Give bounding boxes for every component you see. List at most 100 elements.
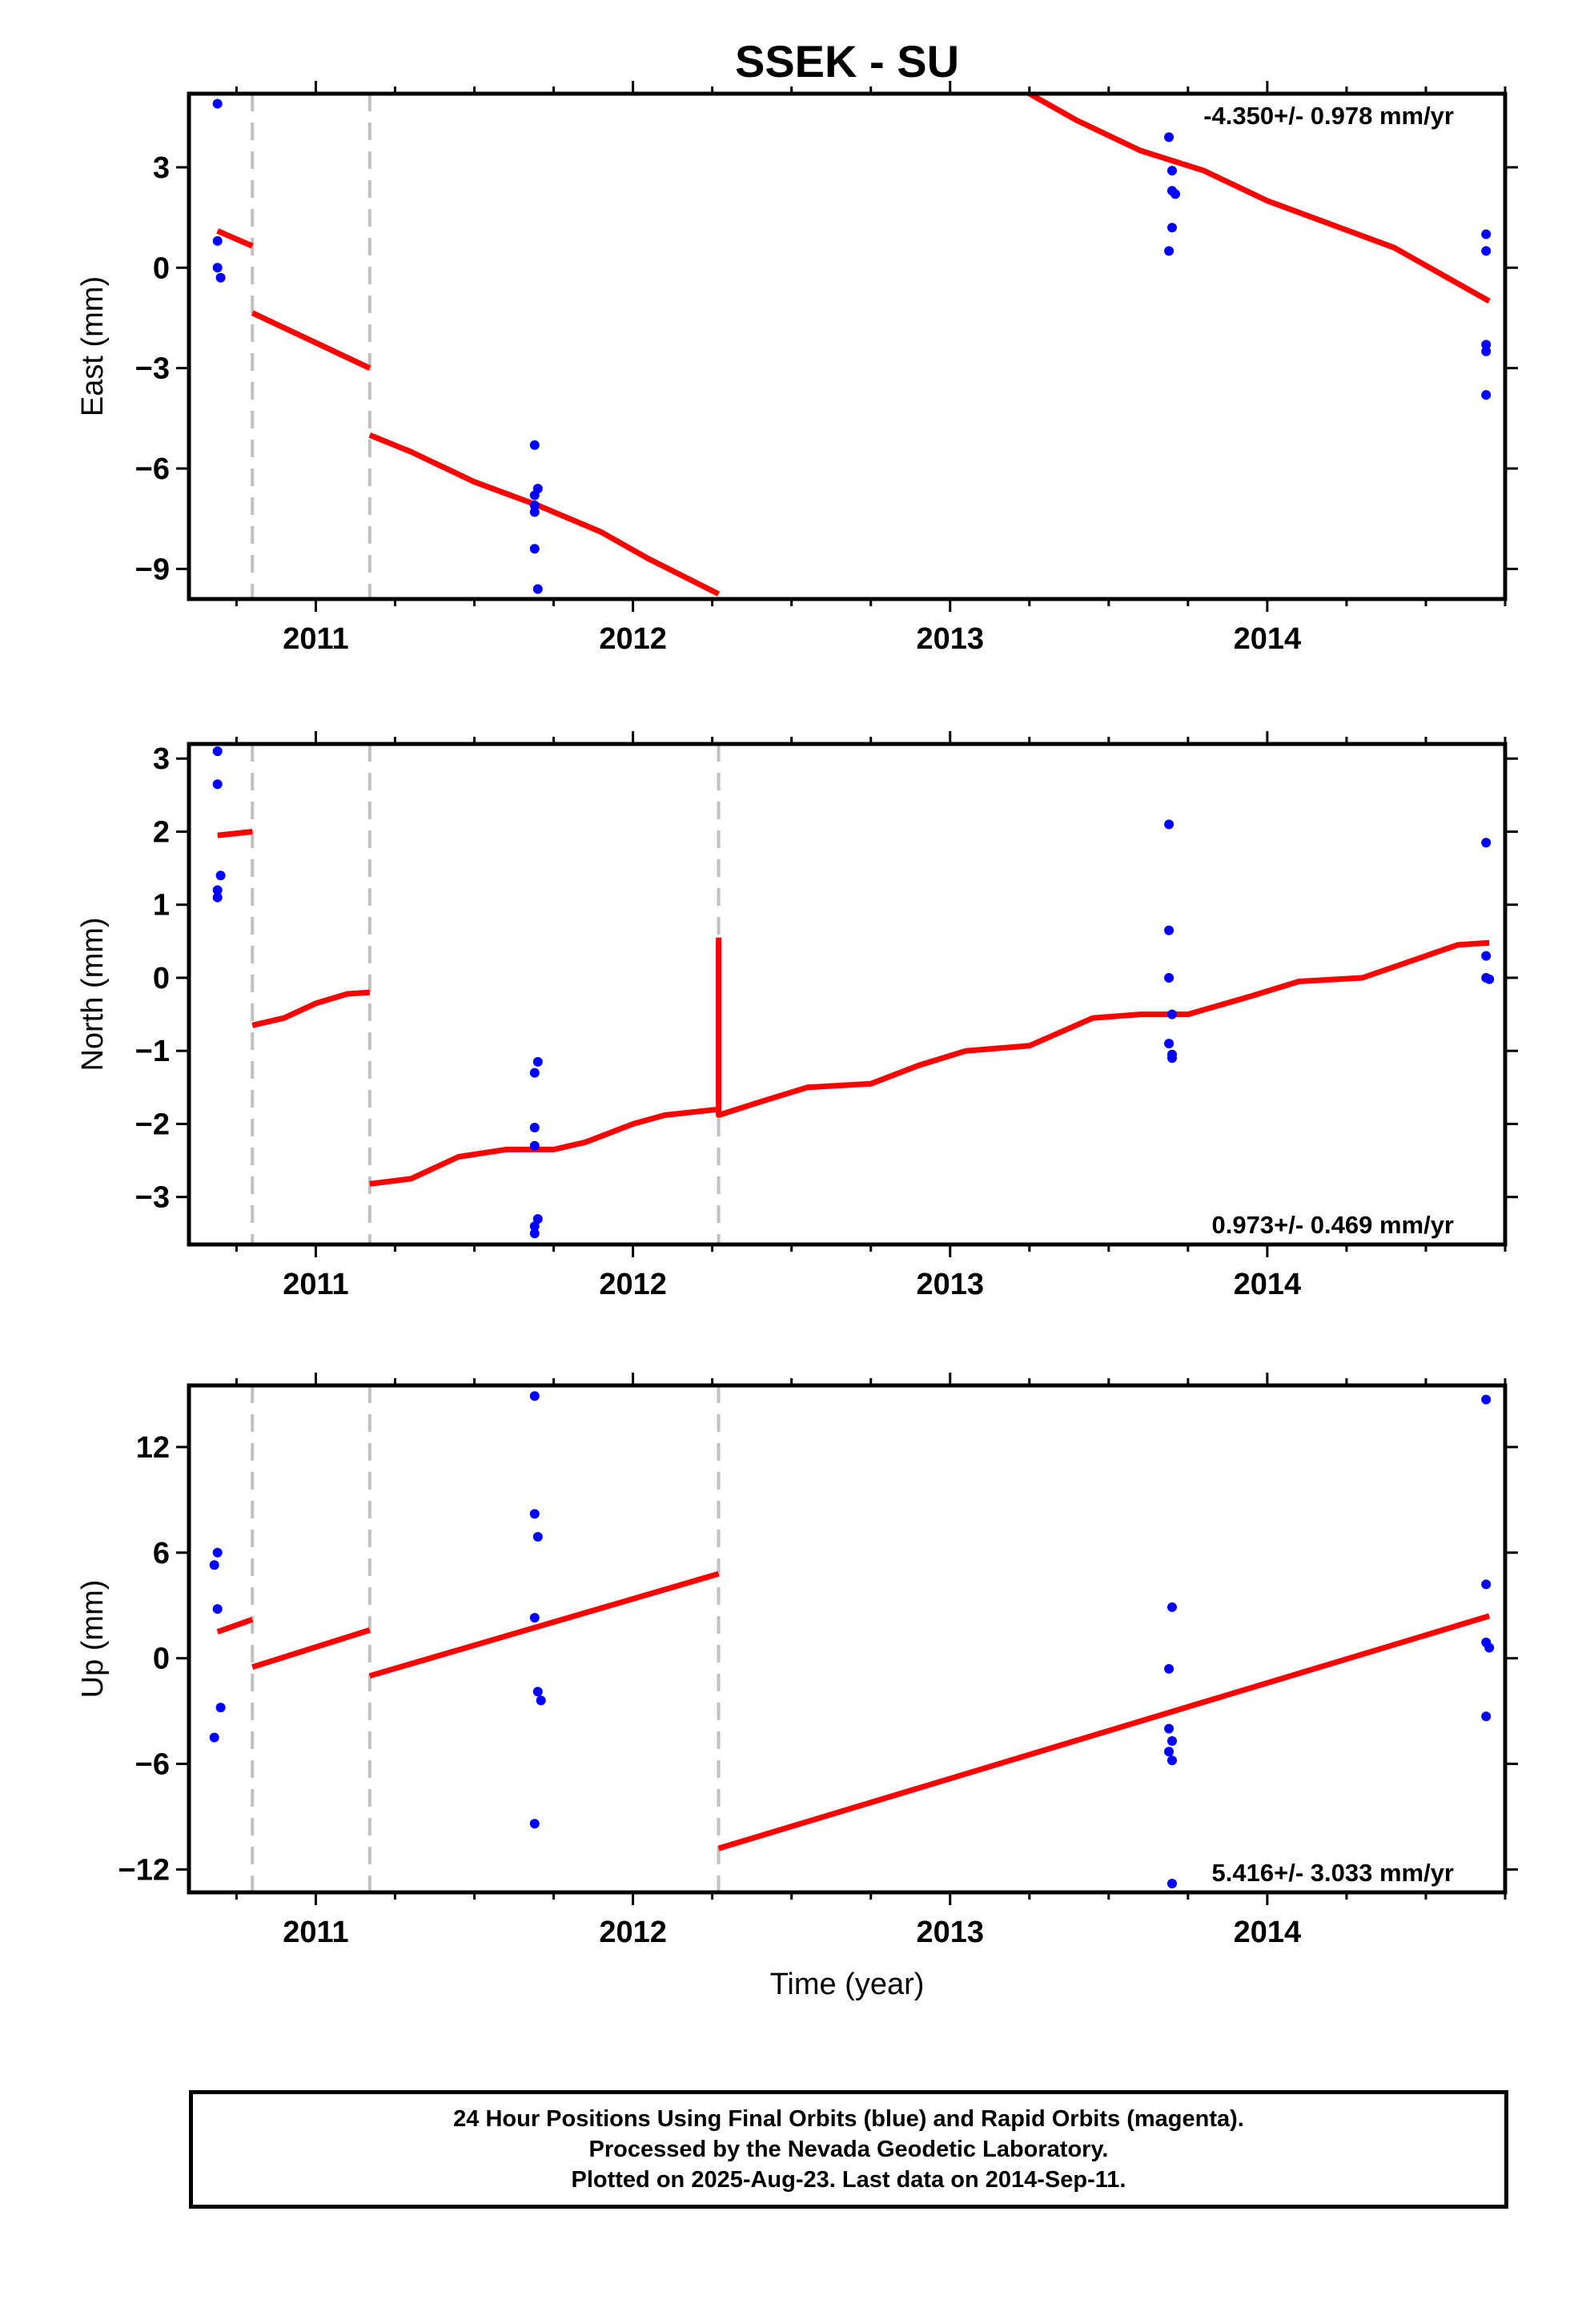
y-tick-label: 0 [153, 962, 170, 995]
plot-frame [187, 742, 1508, 1247]
footer-line-3: Plotted on 2025-Aug-23. Last data on 201… [571, 2167, 1126, 2193]
data-point [529, 1509, 540, 1519]
model-line-segment [251, 1627, 371, 1671]
data-point [1167, 1879, 1177, 1888]
data-point [1164, 246, 1174, 256]
data-point [529, 1221, 540, 1232]
data-point [209, 1732, 219, 1743]
x-tick-label: 2011 [283, 1916, 348, 1949]
data-point [532, 1687, 543, 1697]
data-point [1164, 973, 1174, 983]
data-point [1481, 1711, 1492, 1722]
footer-box: 24 Hour Positions Using Final Orbits (bl… [189, 2090, 1508, 2209]
y-tick-label: −1 [135, 1035, 170, 1068]
data-point [212, 892, 223, 903]
data-point [532, 1214, 543, 1224]
data-point [1164, 1747, 1174, 1757]
y-tick-label: −6 [135, 452, 170, 486]
model-line-segment [216, 1617, 254, 1634]
data-point [529, 501, 540, 510]
x-tick-label: 2013 [916, 622, 984, 656]
data-point [1481, 951, 1492, 961]
model-line-segment [216, 228, 254, 249]
model-line-segment [217, 829, 253, 838]
data-point [1481, 229, 1492, 239]
data-point [212, 885, 223, 895]
data-point [209, 1560, 219, 1570]
data-point [536, 1695, 546, 1706]
x-tick-label: 2011 [283, 1268, 348, 1301]
data-point [1167, 223, 1177, 233]
data-point [529, 1123, 540, 1132]
y-tick-label: −6 [135, 1748, 170, 1782]
data-point [1481, 390, 1492, 400]
y-tick-label: 2 [153, 815, 170, 849]
y-tick-label: 3 [153, 151, 170, 185]
plot-frame [187, 91, 1508, 601]
x-tick-label: 2014 [1234, 1916, 1302, 1949]
data-point [529, 440, 540, 450]
model-line-segment [716, 94, 1491, 304]
x-tick-label: 2011 [283, 622, 348, 656]
data-point [1164, 1663, 1174, 1674]
y-tick-label: −12 [118, 1853, 170, 1887]
y-tick-label: −9 [135, 553, 170, 586]
y-tick-label: −2 [135, 1108, 170, 1141]
data-point [212, 235, 223, 246]
y-tick-label: 0 [153, 251, 170, 285]
panel-2: 2011 2012 2013 2014 −3 −2 −1 0 1 2 3 North (mm) 0.97… [76, 731, 1518, 1301]
y-axis-label: East (mm) [76, 276, 110, 416]
data-point [212, 263, 223, 273]
data-point [1164, 925, 1174, 935]
data-point [529, 507, 540, 517]
plot-frame [187, 1383, 1508, 1895]
data-point [529, 1819, 540, 1829]
x-tick-label: 2014 [1234, 1268, 1302, 1301]
x-tick-label: 2014 [1234, 622, 1302, 656]
data-point [1167, 1736, 1177, 1746]
footer-line-1: 24 Hour Positions Using Final Orbits (bl… [453, 2106, 1244, 2132]
x-axis-label: Time (year) [770, 1968, 925, 2001]
y-tick-label: 3 [153, 742, 170, 776]
data-point [1484, 1642, 1495, 1653]
y-tick-label: 12 [136, 1431, 170, 1465]
data-point [529, 1068, 540, 1078]
data-point [212, 1547, 223, 1558]
data-point [1167, 1602, 1177, 1612]
data-point [1164, 1723, 1174, 1734]
data-point [215, 272, 226, 283]
model-line-segment [251, 989, 371, 1028]
panel-3: 2011 2012 2013 2014 −12 −6 0 6 12 Up (mm) 5.416+/-… [76, 1373, 1518, 1949]
data-point [212, 99, 223, 109]
data-point [1481, 246, 1492, 256]
data-point [529, 1140, 540, 1151]
rate-label: -4.350+/- 0.978 mm/yr [1203, 102, 1454, 130]
data-point [532, 584, 543, 594]
model-line-segment [369, 1106, 719, 1187]
data-point [1481, 1579, 1492, 1590]
data-point [1164, 1039, 1174, 1049]
y-axis-label: Up (mm) [76, 1580, 110, 1699]
x-tick-label: 2013 [916, 1268, 984, 1301]
data-point [529, 544, 540, 554]
data-point [1164, 132, 1174, 143]
data-point [1481, 346, 1492, 356]
model-line-segment [717, 1613, 1491, 1852]
data-point [212, 1604, 223, 1614]
model-line-segment [368, 1570, 720, 1679]
data-point [529, 1613, 540, 1623]
data-point [1484, 974, 1495, 984]
x-tick-label: 2012 [599, 1268, 667, 1301]
y-tick-label: 0 [153, 1642, 170, 1676]
data-point [215, 1703, 226, 1713]
footer-line-2: Processed by the Nevada Geodetic Laborat… [588, 2137, 1109, 2162]
y-axis-label: North (mm) [76, 917, 110, 1071]
data-point [1167, 1009, 1177, 1019]
data-point [529, 1391, 540, 1401]
x-tick-label: 2013 [916, 1916, 984, 1949]
chart-title: SSEK - SU [735, 36, 959, 86]
data-point [529, 1228, 540, 1239]
data-point [212, 746, 223, 757]
data-point [1481, 1394, 1492, 1405]
